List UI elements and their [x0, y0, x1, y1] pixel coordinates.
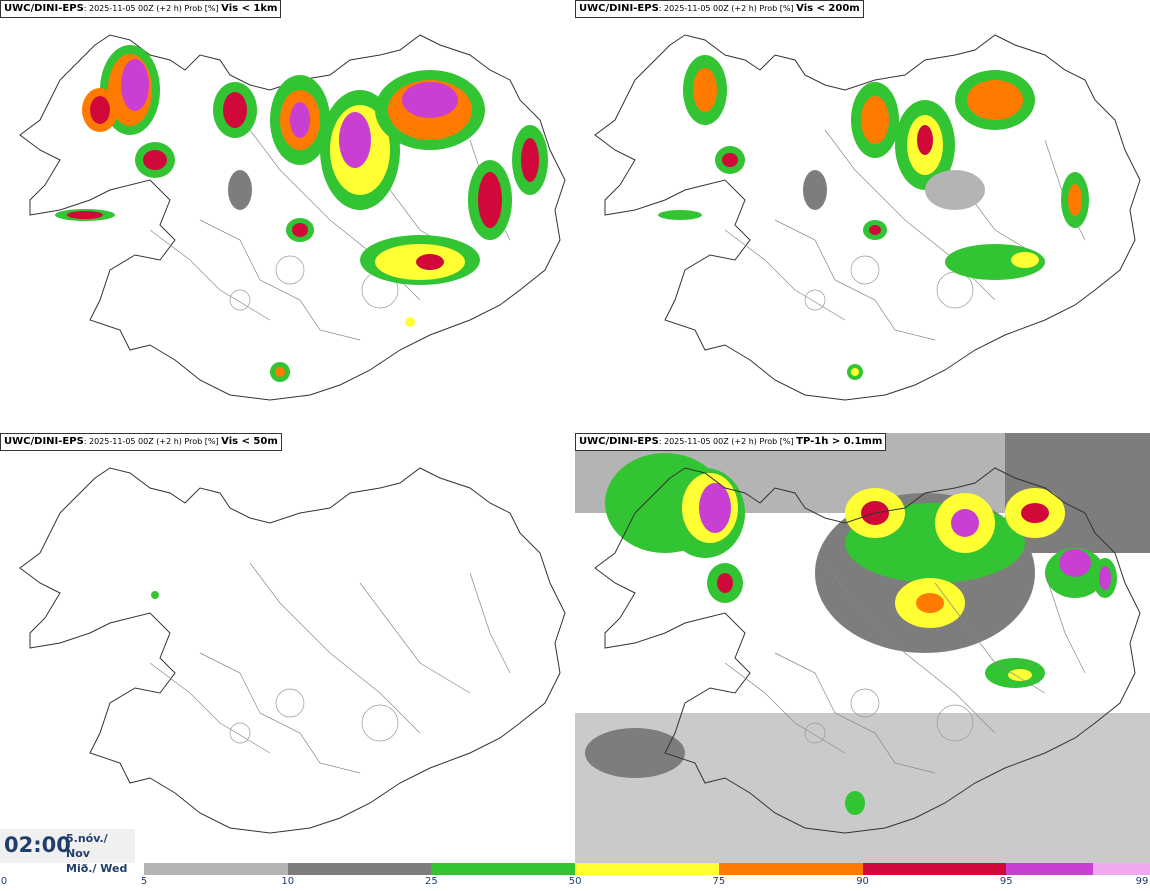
- map-canvas: [594, 34, 1141, 401]
- map-panel-tp-1h: UWC/DINI-EPS: 2025-11-05 00Z (+2 h) Prob…: [575, 433, 1150, 863]
- probability-field: [575, 433, 1150, 863]
- colorbar-tick-label: 25: [425, 876, 438, 887]
- colorbar-tick-label: 10: [281, 876, 295, 887]
- colorbar-tick-label: 50: [568, 876, 582, 887]
- map-canvas: [19, 467, 566, 834]
- map-panel-vis-50m: UWC/DINI-EPS: 2025-11-05 00Z (+2 h) Prob…: [0, 433, 575, 863]
- forecast-time-box: 02:00 5.nóv./ Nov Mið./ Wed: [0, 829, 135, 875]
- panel-title: UWC/DINI-EPS: 2025-11-05 00Z (+2 h) Prob…: [0, 0, 282, 18]
- map-panel-vis-200m: UWC/DINI-EPS: 2025-11-05 00Z (+2 h) Prob…: [575, 0, 1150, 430]
- colorbar-segment: [718, 863, 863, 875]
- probability-field: [658, 55, 1089, 380]
- colorbar-segment: [144, 863, 288, 875]
- forecast-date: 5.nóv./ Nov Mið./ Wed: [66, 832, 128, 875]
- colorbar-segment: [1092, 863, 1150, 875]
- probability-field: [151, 591, 159, 599]
- panel-title: UWC/DINI-EPS: 2025-11-05 00Z (+2 h) Prob…: [575, 433, 887, 451]
- map-canvas: [575, 433, 1150, 863]
- colorbar-segment: [575, 863, 719, 875]
- colorbar-segment: [431, 863, 576, 875]
- panel-title: UWC/DINI-EPS: 2025-11-05 00Z (+2 h) Prob…: [0, 433, 282, 451]
- colorbar-segment: [862, 863, 1007, 875]
- colorbar-tick-label: 75: [712, 876, 726, 887]
- colorbar-tick-label: 99: [1135, 876, 1149, 887]
- map-canvas: [19, 34, 566, 401]
- colorbar-tick-label: 5: [140, 876, 148, 887]
- probability-field: [55, 45, 548, 382]
- map-panel-vis-1km: UWC/DINI-EPS: 2025-11-05 00Z (+2 h) Prob…: [0, 0, 575, 430]
- colorbar-tick-label: 90: [856, 876, 869, 887]
- colorbar-segment: [287, 863, 432, 875]
- colorbar-tick-label: 95: [999, 876, 1013, 887]
- panel-title: UWC/DINI-EPS: 2025-11-05 00Z (+2 h) Prob…: [575, 0, 864, 18]
- colorbar: [144, 863, 1150, 875]
- colorbar-tick-label: 0: [0, 876, 8, 887]
- forecast-clock: 02:00: [4, 833, 71, 857]
